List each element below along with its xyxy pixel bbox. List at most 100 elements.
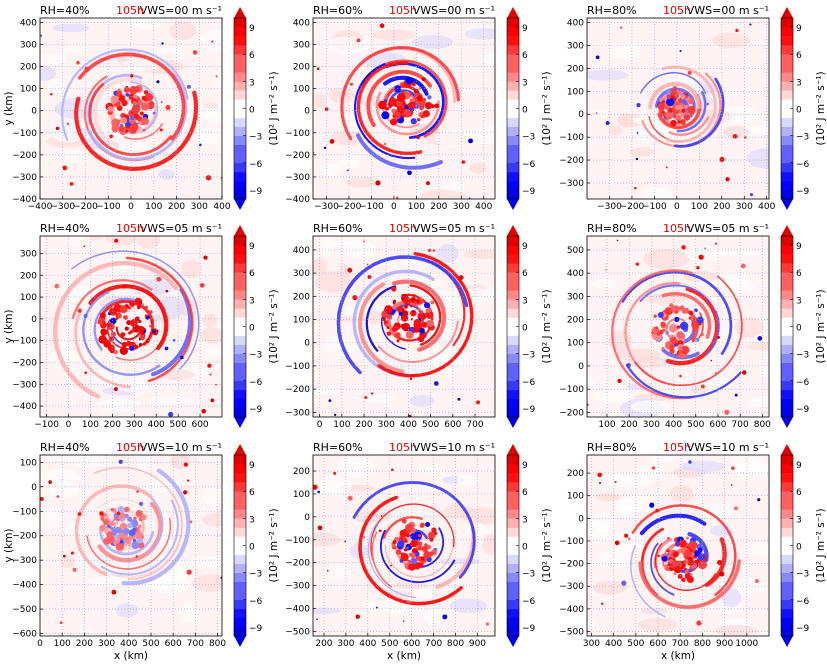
convective-cell xyxy=(349,82,353,86)
core-cell xyxy=(122,527,130,535)
core-cell xyxy=(412,294,416,298)
core-cell xyxy=(674,94,677,97)
core-cell xyxy=(137,99,143,106)
y-tick-label: 300 xyxy=(293,40,310,50)
core-cell xyxy=(418,534,422,538)
colorbar-segment xyxy=(507,281,519,291)
colorbar-segment xyxy=(507,81,519,91)
core-cell xyxy=(668,324,678,333)
background-patch xyxy=(608,42,641,60)
core-cell xyxy=(413,88,419,94)
colorbar-segment xyxy=(234,290,246,300)
background-patch xyxy=(409,394,435,407)
colorbar-extend-bottom xyxy=(781,199,793,210)
convective-cell xyxy=(430,300,435,305)
colorbar-segment xyxy=(781,473,793,483)
background-patch xyxy=(727,462,769,477)
core-cell xyxy=(676,566,680,570)
spiral-band xyxy=(74,311,131,389)
background-patch xyxy=(200,30,222,51)
colorbar-segment xyxy=(234,398,246,409)
colorbar-label: (10² J m⁻² s⁻¹) xyxy=(815,71,827,145)
y-tick-label: 400 xyxy=(293,246,310,256)
x-tick-label: 300 xyxy=(337,639,354,649)
panel-vws-title: VWS=10 m s⁻¹ xyxy=(687,441,769,454)
colorbar-segment xyxy=(781,455,793,465)
background-patch xyxy=(59,236,92,247)
colorbar-segment xyxy=(781,180,793,191)
x-tick-label: 400 xyxy=(475,202,492,212)
spiral-band xyxy=(151,287,193,377)
convective-cell xyxy=(48,480,52,484)
core-cell xyxy=(681,577,686,582)
core-cell xyxy=(669,566,674,572)
spiral-band xyxy=(356,61,423,156)
colorbar-segment xyxy=(781,272,793,282)
core-cell xyxy=(653,314,657,318)
colorbar-extend-bottom xyxy=(507,199,519,210)
core-cell xyxy=(130,123,139,132)
convective-cell xyxy=(734,506,738,511)
core-cell xyxy=(409,98,414,103)
colorbar-segment xyxy=(507,72,519,82)
core-cell xyxy=(145,92,153,100)
convective-cell xyxy=(416,135,420,140)
y-tick-label: 200 xyxy=(567,469,584,479)
core-cell xyxy=(395,549,401,555)
core-cell xyxy=(423,302,431,309)
background-patch xyxy=(362,394,396,404)
core-cell xyxy=(384,305,393,314)
background-patch xyxy=(199,327,222,344)
colorbar-segment xyxy=(781,317,793,327)
panel-time-title: 105h xyxy=(663,441,691,454)
colorbar-label: (10² J m⁻² s⁻¹) xyxy=(541,508,553,582)
x-tick-label: 800 xyxy=(754,420,771,430)
core-cell xyxy=(145,338,150,343)
colorbar-tick-label: 3 xyxy=(522,515,528,525)
colorbar-segment xyxy=(507,407,519,418)
convective-cell xyxy=(130,74,134,78)
colorbar-segment xyxy=(234,527,246,537)
background-patch xyxy=(423,607,450,624)
background-patch xyxy=(604,474,652,488)
x-axis-label: x (km) xyxy=(114,650,148,662)
colorbar-segment xyxy=(234,389,246,400)
colorbar-extend-top xyxy=(234,444,246,455)
x-tick-label: 0 xyxy=(37,639,43,649)
y-tick-label: 300 xyxy=(20,249,37,259)
core-cell xyxy=(666,549,670,553)
background-patch xyxy=(334,158,361,171)
colorbar-segment xyxy=(234,455,246,465)
core-cell xyxy=(698,560,707,570)
core-cell xyxy=(402,114,405,118)
core-cell xyxy=(403,548,408,552)
colorbar-segment xyxy=(507,491,519,501)
colorbar-extend-top xyxy=(781,225,793,236)
convective-cell xyxy=(347,495,353,501)
colorbar-tick-label: 9 xyxy=(249,24,255,34)
convective-cell xyxy=(744,136,747,139)
y-tick-label: −200 xyxy=(12,532,37,542)
colorbar-extend-top xyxy=(781,444,793,455)
spiral-band xyxy=(71,279,153,319)
convective-cell xyxy=(670,307,675,312)
spiral-band xyxy=(668,116,710,136)
panel-8: 200 300 400 500 600 700 800 900 −500 −400 −300 −200… xyxy=(285,441,496,662)
core-cell xyxy=(679,321,689,331)
convective-cell xyxy=(717,560,723,566)
background-patch xyxy=(715,625,758,636)
convective-cell xyxy=(55,126,60,131)
convective-cell xyxy=(152,329,156,334)
convective-cell xyxy=(651,466,655,470)
spiral-band xyxy=(380,529,456,584)
core-cell xyxy=(423,550,431,559)
x-tick-label: 800 xyxy=(694,639,711,649)
y-tick-label: −300 xyxy=(285,582,310,592)
convective-cell xyxy=(624,533,629,538)
convective-cell xyxy=(159,128,163,132)
convective-cell xyxy=(54,283,60,289)
panel-time-title: 105h xyxy=(116,441,144,454)
core-cell xyxy=(117,505,125,513)
colorbar-segment xyxy=(507,99,519,109)
spiral-band xyxy=(71,250,200,370)
